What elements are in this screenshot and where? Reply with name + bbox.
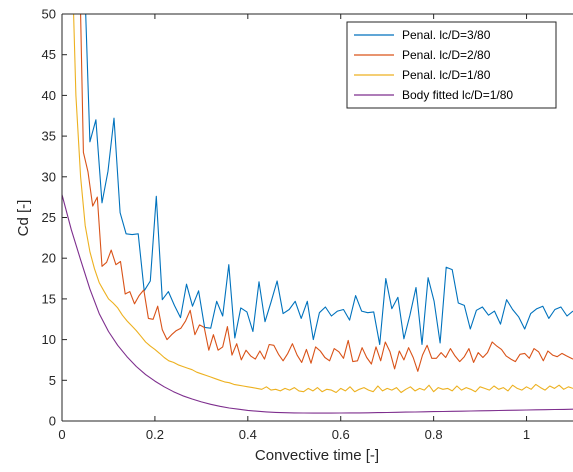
y-tick-label: 40 bbox=[42, 88, 56, 103]
x-tick-label: 1 bbox=[523, 427, 530, 442]
y-tick-label: 20 bbox=[42, 251, 56, 266]
series-layer bbox=[62, 14, 573, 414]
legend-label-2: Penal. lc/D=2/80 bbox=[402, 48, 491, 62]
x-tick-label: 0.4 bbox=[239, 427, 257, 442]
legend-label-4: Body fitted lc/D=1/80 bbox=[402, 88, 513, 102]
x-tick-label: 0 bbox=[58, 427, 65, 442]
x-tick-label: 0.8 bbox=[425, 427, 443, 442]
legend-label-1: Penal. lc/D=3/80 bbox=[402, 28, 491, 42]
series-line-2 bbox=[80, 14, 573, 372]
x-axis-label: Convective time [-] bbox=[255, 447, 379, 464]
x-tick-label: 0.6 bbox=[332, 427, 350, 442]
series-line-1 bbox=[84, 14, 573, 346]
legend: Penal. lc/D=3/80 Penal. lc/D=2/80 Penal. l… bbox=[346, 21, 557, 109]
y-tick-label: 0 bbox=[49, 414, 56, 429]
y-tick-label: 10 bbox=[42, 332, 56, 347]
y-tick-label: 5 bbox=[49, 373, 56, 388]
y-tick-label: 50 bbox=[42, 7, 56, 22]
y-tick-label: 45 bbox=[42, 47, 56, 62]
y-tick-label: 35 bbox=[42, 129, 56, 144]
y-tick-label: 15 bbox=[42, 291, 56, 306]
legend-label-3: Penal. lc/D=1/80 bbox=[402, 68, 491, 82]
y-tick-label: 30 bbox=[42, 169, 56, 184]
series-line-3 bbox=[73, 14, 573, 394]
y-axis-label: Cd [-] bbox=[15, 200, 32, 237]
y-tick-label: 25 bbox=[42, 210, 56, 225]
legend-box bbox=[346, 21, 557, 109]
x-tick-label: 0.2 bbox=[146, 427, 164, 442]
series-line-4 bbox=[62, 194, 573, 414]
